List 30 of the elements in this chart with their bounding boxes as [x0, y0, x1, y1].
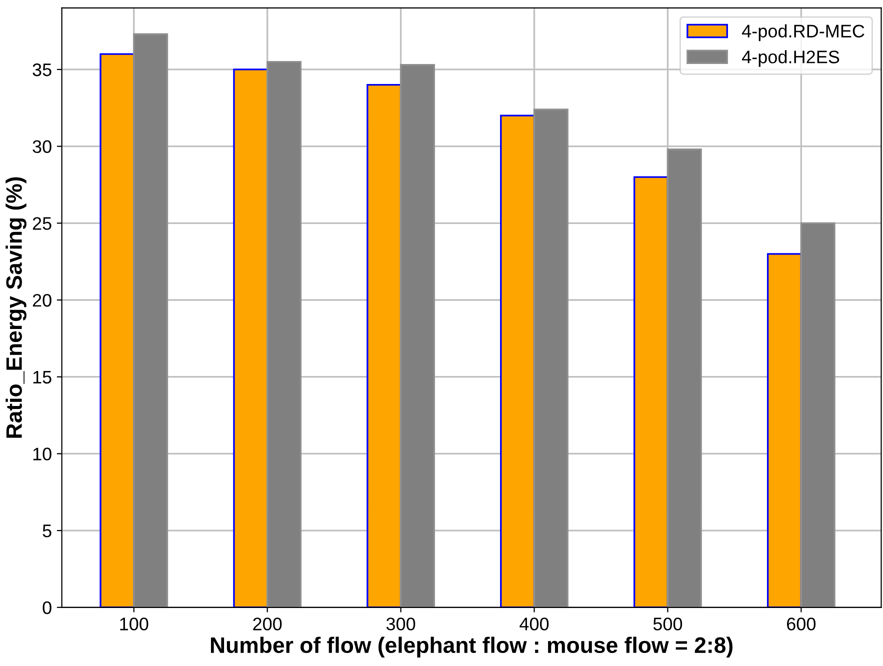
x-tick-label: 600	[787, 618, 816, 630]
y-tick-label: 15	[33, 370, 52, 384]
bar	[400, 64, 435, 608]
legend-label: 4-pod.RD-MEC	[742, 24, 864, 42]
legend-label: 4-pod.H2ES	[742, 50, 840, 67]
bar	[533, 108, 568, 608]
y-tick-label: 0	[42, 601, 52, 614]
y-tick-label: 10	[33, 448, 52, 460]
y-tick-label: 30	[32, 140, 52, 154]
x-tick-label: 500	[653, 618, 682, 630]
y-tick-label: 20	[32, 294, 52, 307]
bar	[800, 222, 836, 608]
bar	[366, 84, 402, 608]
bar	[233, 68, 268, 608]
x-tick-label: 400	[520, 618, 549, 630]
bar	[133, 33, 168, 608]
y-tick-label: 5	[42, 524, 52, 538]
y-tick-label: 25	[32, 217, 52, 230]
bar	[500, 114, 536, 608]
bar	[100, 53, 135, 608]
bar	[766, 253, 802, 608]
x-tick-label: 300	[386, 618, 416, 630]
y-tick-label: 35	[32, 63, 52, 76]
x-tick-label: 200	[253, 618, 282, 630]
y-axis-title: Ratio_Energy Saving (%)	[6, 177, 26, 438]
x-tick-label: 100	[120, 618, 148, 630]
x-axis-title: Number of flow (elephant flow : mouse flow = 2:8)	[210, 636, 732, 658]
bar	[266, 60, 302, 608]
bar	[666, 148, 702, 608]
bar	[634, 176, 669, 608]
